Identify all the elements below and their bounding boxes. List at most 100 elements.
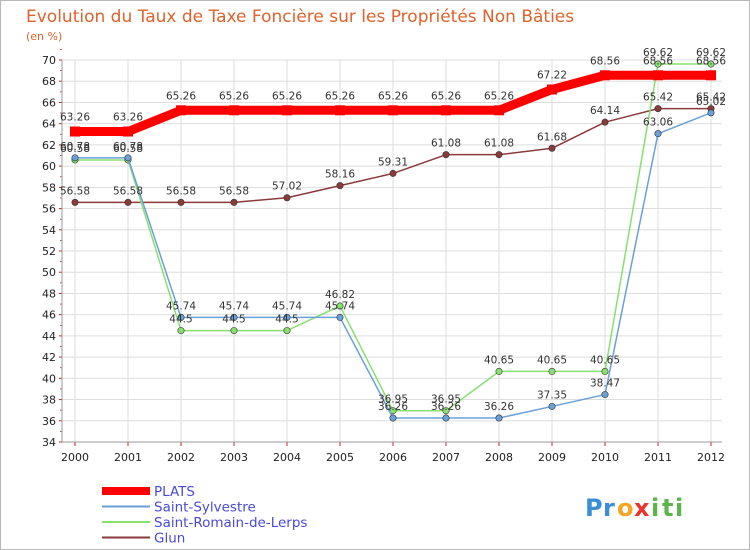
data-label-saint-romain-de-lerps: 40.65 xyxy=(590,354,620,366)
data-point-glun xyxy=(71,198,79,206)
data-label-saint-romain-de-lerps: 44.5 xyxy=(222,314,245,326)
data-label-plats: 68.56 xyxy=(696,55,726,67)
x-tick-label: 2008 xyxy=(485,451,513,464)
data-label-saint-romain-de-lerps: 44.5 xyxy=(169,314,192,326)
data-label-plats: 65.26 xyxy=(325,90,355,102)
data-point-plats xyxy=(282,105,292,116)
axes xyxy=(59,48,722,446)
data-label-glun: 56.58 xyxy=(60,185,90,197)
data-point-plats xyxy=(494,105,504,116)
data-point-plats xyxy=(547,84,557,95)
y-tick-label: 66 xyxy=(42,96,56,109)
data-point-saint-romain-de-lerps xyxy=(442,407,450,415)
data-label-saint-sylvestre: 38.47 xyxy=(590,378,620,390)
x-tick-label: 2001 xyxy=(114,451,142,464)
data-point-plats xyxy=(123,126,133,137)
data-point-plats xyxy=(70,126,80,137)
data-point-plats xyxy=(441,105,451,116)
y-tick-label: 46 xyxy=(42,309,56,322)
y-tick-label: 70 xyxy=(42,54,56,67)
data-point-saint-romain-de-lerps xyxy=(654,60,662,68)
data-label-saint-sylvestre: 45.74 xyxy=(219,300,249,312)
data-point-glun xyxy=(601,118,609,126)
data-label-glun: 56.58 xyxy=(166,185,196,197)
data-label-saint-sylvestre: 36.26 xyxy=(484,401,514,413)
x-tick-label: 2011 xyxy=(644,451,672,464)
y-tick-label: 36 xyxy=(42,415,56,428)
data-label-plats: 65.26 xyxy=(166,90,196,102)
x-tick-label: 2002 xyxy=(167,451,195,464)
data-label-saint-romain-de-lerps: 60.58 xyxy=(60,143,90,155)
data-point-saint-sylvestre xyxy=(124,154,132,162)
x-tick-label: 2000 xyxy=(61,451,89,464)
data-point-saint-sylvestre xyxy=(548,402,556,410)
data-label-saint-romain-de-lerps: 36.95 xyxy=(431,394,461,406)
data-label-plats: 65.26 xyxy=(431,90,461,102)
logo-letter: P xyxy=(585,494,603,522)
data-label-glun: 61.08 xyxy=(484,138,514,150)
data-label-plats: 65.26 xyxy=(484,90,514,102)
legend-label: PLATS xyxy=(154,484,195,500)
logo-letter: o xyxy=(617,494,634,522)
data-point-saint-sylvestre xyxy=(654,130,662,138)
data-label-plats: 63.26 xyxy=(60,112,90,124)
data-label-saint-sylvestre: 63.06 xyxy=(643,117,673,129)
data-point-saint-romain-de-lerps xyxy=(177,327,185,335)
data-point-saint-sylvestre xyxy=(495,414,503,422)
data-point-saint-romain-de-lerps xyxy=(548,367,556,375)
x-axis-ticks: 2000 2001 2002 2003 2004 2005 2006 2007 2008 2009… xyxy=(61,451,725,464)
data-label-saint-sylvestre: 45.74 xyxy=(272,300,302,312)
data-point-saint-sylvestre xyxy=(389,414,397,422)
x-tick-label: 2005 xyxy=(326,451,354,464)
data-label-saint-romain-de-lerps: 36.95 xyxy=(378,394,408,406)
data-label-saint-sylvestre: 37.35 xyxy=(537,389,567,401)
y-tick-label: 38 xyxy=(42,394,56,407)
data-point-plats xyxy=(706,70,716,81)
y-tick-label: 58 xyxy=(42,181,56,194)
data-label-saint-sylvestre: 45.74 xyxy=(166,300,196,312)
logo-letter: r xyxy=(603,494,615,522)
data-label-plats: 65.26 xyxy=(272,90,302,102)
y-tick-label: 40 xyxy=(42,372,56,385)
y-tick-label: 34 xyxy=(42,436,56,449)
y-tick-label: 48 xyxy=(42,287,56,300)
data-label-glun: 59.31 xyxy=(378,156,408,168)
data-point-saint-sylvestre xyxy=(283,313,291,321)
data-label-plats: 65.26 xyxy=(378,90,408,102)
data-label-glun: 57.02 xyxy=(272,181,302,193)
data-label-glun: 56.58 xyxy=(113,185,143,197)
data-label-saint-sylvestre: 65.02 xyxy=(696,96,726,108)
data-label-saint-romain-de-lerps: 46.82 xyxy=(325,289,355,301)
data-point-saint-romain-de-lerps xyxy=(495,367,503,375)
y-tick-label: 64 xyxy=(42,118,56,131)
data-label-saint-sylvestre: 60.78 xyxy=(113,141,143,153)
y-tick-label: 54 xyxy=(42,224,56,237)
data-label-saint-romain-de-lerps: 40.65 xyxy=(484,354,514,366)
data-label-plats: 65.26 xyxy=(219,90,249,102)
y-tick-label: 56 xyxy=(42,203,56,216)
y-tick-label: 42 xyxy=(42,351,56,364)
logo-letter: i xyxy=(651,494,659,522)
y-tick-label: 52 xyxy=(42,245,56,258)
data-label-saint-sylvestre: 36.26 xyxy=(378,401,408,413)
data-label-saint-romain-de-lerps: 40.65 xyxy=(537,354,567,366)
y-tick-label: 60 xyxy=(42,160,56,173)
data-label-plats: 68.56 xyxy=(643,55,673,67)
data-point-saint-sylvestre xyxy=(442,414,450,422)
data-point-glun xyxy=(336,182,344,190)
series-group xyxy=(70,60,716,422)
y-tick-label: 68 xyxy=(42,75,56,88)
logo-letter: i xyxy=(675,494,683,522)
y-tick-label: 50 xyxy=(42,266,56,279)
data-point-glun xyxy=(283,194,291,202)
data-point-glun xyxy=(548,144,556,152)
chart-unit-label: (en %) xyxy=(26,30,62,43)
data-label-saint-sylvestre: 60.78 xyxy=(60,141,90,153)
y-tick-label: 62 xyxy=(42,139,56,152)
data-label-saint-sylvestre: 36.26 xyxy=(431,401,461,413)
data-point-saint-sylvestre xyxy=(230,313,238,321)
data-point-glun xyxy=(495,151,503,159)
